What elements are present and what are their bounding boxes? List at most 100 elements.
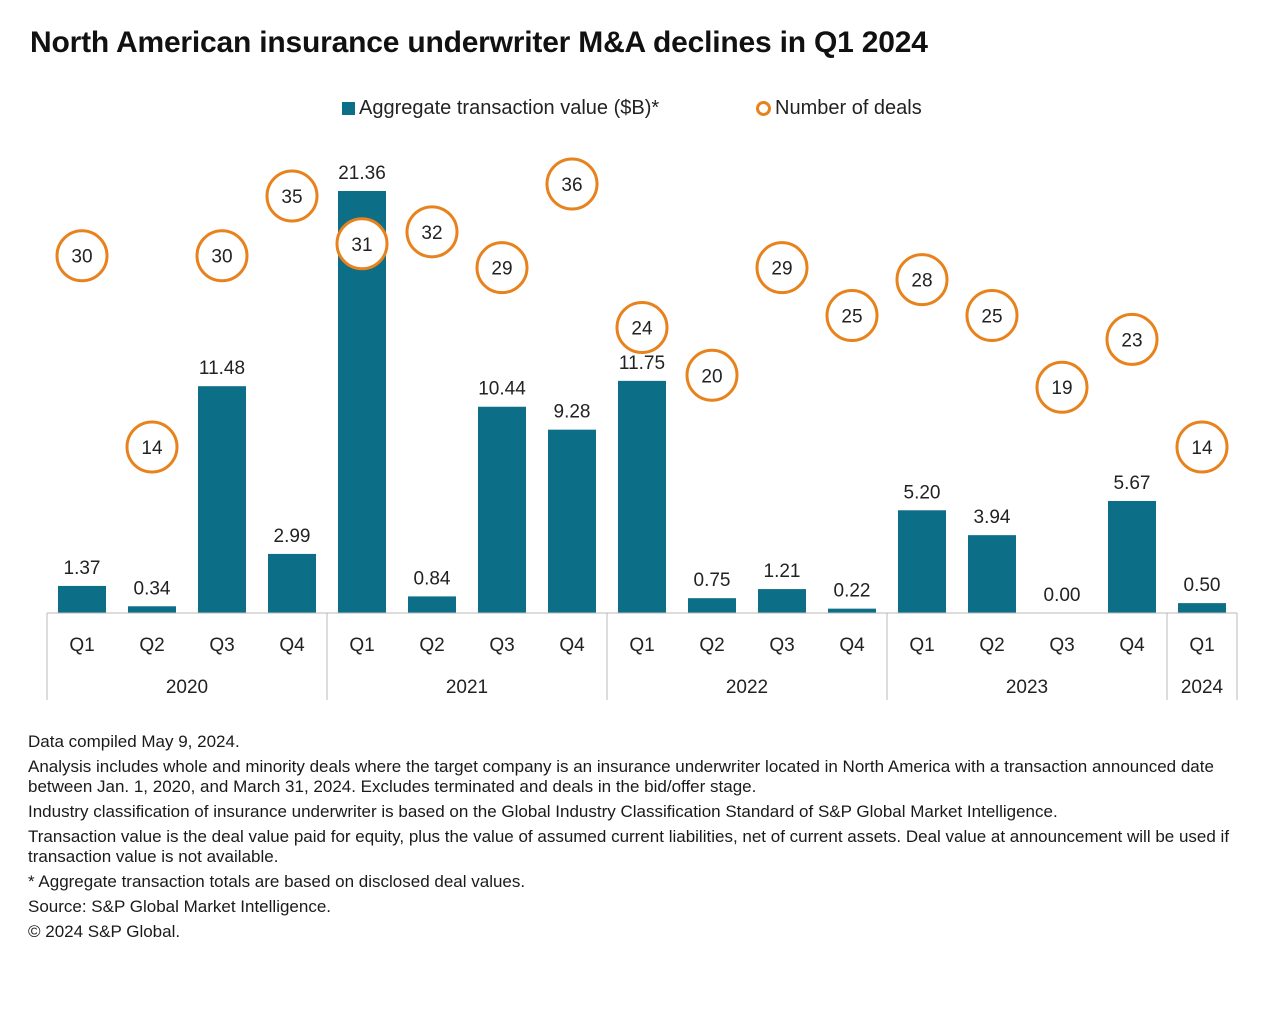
deal-circle-10	[755, 241, 809, 295]
legend-label-transaction-value: Aggregate transaction value ($B)*	[359, 97, 660, 119]
bar-value-label-9: 0.75	[694, 570, 731, 591]
bar-value-label-10: 1.21	[764, 561, 801, 582]
deal-circle-11	[825, 289, 879, 342]
category-label-0: Q1	[69, 635, 94, 656]
category-label-8: Q1	[629, 635, 654, 656]
bar-8	[618, 380, 666, 613]
deal-count-label-16: 14	[1191, 438, 1213, 459]
deal-count-label-10: 29	[771, 259, 792, 280]
legend-label-number-of-deals: Number of deals	[775, 97, 922, 119]
deal-count-label-1: 14	[141, 438, 163, 459]
chart-legend: Aggregate transaction value ($B)* Number…	[0, 97, 1280, 125]
category-label-7: Q4	[559, 635, 585, 656]
deal-count-label-0: 30	[71, 247, 92, 268]
deal-circle-13	[965, 289, 1019, 342]
note-transaction-value: Transaction value is the deal value paid…	[28, 827, 1230, 866]
category-label-4: Q1	[349, 635, 374, 656]
bar-value-label-15: 5.67	[1114, 473, 1151, 494]
year-label-2022: 2022	[726, 677, 768, 698]
note-source: Source: S&P Global Market Intelligence.	[28, 897, 332, 916]
deal-circle-14	[1035, 360, 1089, 414]
deal-count-label-4: 31	[351, 235, 372, 256]
category-label-1: Q2	[139, 635, 164, 656]
deal-count-label-6: 29	[491, 259, 512, 280]
year-label-2023: 2023	[1006, 677, 1048, 698]
bar-value-label-11: 0.22	[834, 581, 871, 602]
deal-count-label-13: 25	[981, 307, 1002, 328]
legend-bar-swatch	[342, 102, 355, 115]
bar-value-label-16: 0.50	[1184, 575, 1221, 596]
chart-title: North American insurance underwriter M&A…	[30, 26, 928, 59]
bar-1	[128, 606, 176, 613]
note-aggregate-totals: * Aggregate transaction totals are based…	[28, 872, 526, 891]
note-analysis: Analysis includes whole and minority dea…	[28, 757, 1214, 796]
bar-15	[1108, 500, 1156, 613]
bar-value-label-13: 3.94	[974, 507, 1011, 528]
bar-value-label-6: 10.44	[478, 379, 526, 400]
bar-11	[828, 608, 876, 613]
bar-value-label-3: 2.99	[274, 526, 311, 547]
category-label-9: Q2	[699, 635, 724, 656]
deal-count-label-2: 30	[211, 247, 232, 268]
bar-2	[198, 386, 246, 613]
deal-circle-16	[1175, 420, 1229, 474]
legend-item-number-of-deals: Number of deals	[756, 97, 922, 120]
deal-circle-2	[195, 229, 249, 283]
note-copyright: © 2024 S&P Global.	[28, 922, 181, 941]
category-label-16: Q1	[1189, 635, 1214, 656]
bar-13	[968, 535, 1016, 613]
category-label-13: Q2	[979, 635, 1004, 656]
bar-value-label-12: 5.20	[904, 482, 941, 503]
bar-value-label-1: 0.34	[134, 578, 171, 599]
category-label-6: Q3	[489, 635, 514, 656]
deal-count-label-3: 35	[281, 187, 302, 208]
bar-12	[898, 510, 946, 613]
deal-count-label-11: 25	[841, 307, 862, 328]
category-label-10: Q3	[769, 635, 794, 656]
bar-9	[688, 598, 736, 613]
deal-circle-12	[895, 253, 949, 307]
bar-0	[58, 585, 106, 613]
bar-6	[478, 406, 526, 613]
deal-circle-5	[405, 205, 459, 259]
deal-circle-3	[265, 169, 319, 223]
year-label-2021: 2021	[446, 677, 488, 698]
category-label-15: Q4	[1119, 635, 1145, 656]
bar-16	[1178, 603, 1226, 613]
deal-count-label-5: 32	[421, 223, 442, 244]
bar-value-label-2: 11.48	[199, 358, 245, 379]
deal-circle-15	[1105, 312, 1159, 366]
bar-value-label-5: 0.84	[414, 568, 451, 589]
legend-circle-swatch	[756, 101, 771, 116]
deal-circle-7	[545, 157, 599, 211]
category-label-3: Q4	[279, 635, 305, 656]
deal-circle-9	[685, 348, 739, 402]
deal-count-label-9: 20	[701, 366, 722, 387]
deal-circle-0	[55, 229, 109, 283]
bar-value-label-7: 9.28	[554, 402, 591, 423]
deal-count-label-14: 19	[1051, 378, 1072, 399]
note-industry-classification: Industry classification of insurance und…	[28, 802, 1058, 821]
deal-circle-8	[615, 300, 669, 354]
category-label-12: Q1	[909, 635, 934, 656]
category-label-2: Q3	[209, 635, 234, 656]
bar-10	[758, 589, 806, 613]
category-label-11: Q4	[839, 635, 865, 656]
deal-circle-1	[125, 420, 179, 474]
category-label-5: Q2	[419, 635, 444, 656]
legend-item-transaction-value: Aggregate transaction value ($B)*	[342, 97, 659, 120]
bar-5	[408, 596, 456, 613]
category-label-14: Q3	[1049, 635, 1074, 656]
deal-circle-6	[475, 241, 529, 295]
bar-value-label-8: 11.75	[619, 353, 665, 374]
deal-count-label-7: 36	[561, 175, 582, 196]
bar-value-label-4: 21.36	[338, 163, 386, 184]
bar-3	[268, 553, 316, 613]
bar-value-label-14: 0.00	[1044, 585, 1081, 606]
deal-circle-4	[335, 217, 389, 271]
deal-count-label-8: 24	[631, 318, 653, 339]
bar-7	[548, 429, 596, 613]
note-date-compiled: Data compiled May 9, 2024.	[28, 732, 240, 751]
year-label-2020: 2020	[166, 677, 208, 698]
year-label-2024: 2024	[1181, 677, 1224, 698]
